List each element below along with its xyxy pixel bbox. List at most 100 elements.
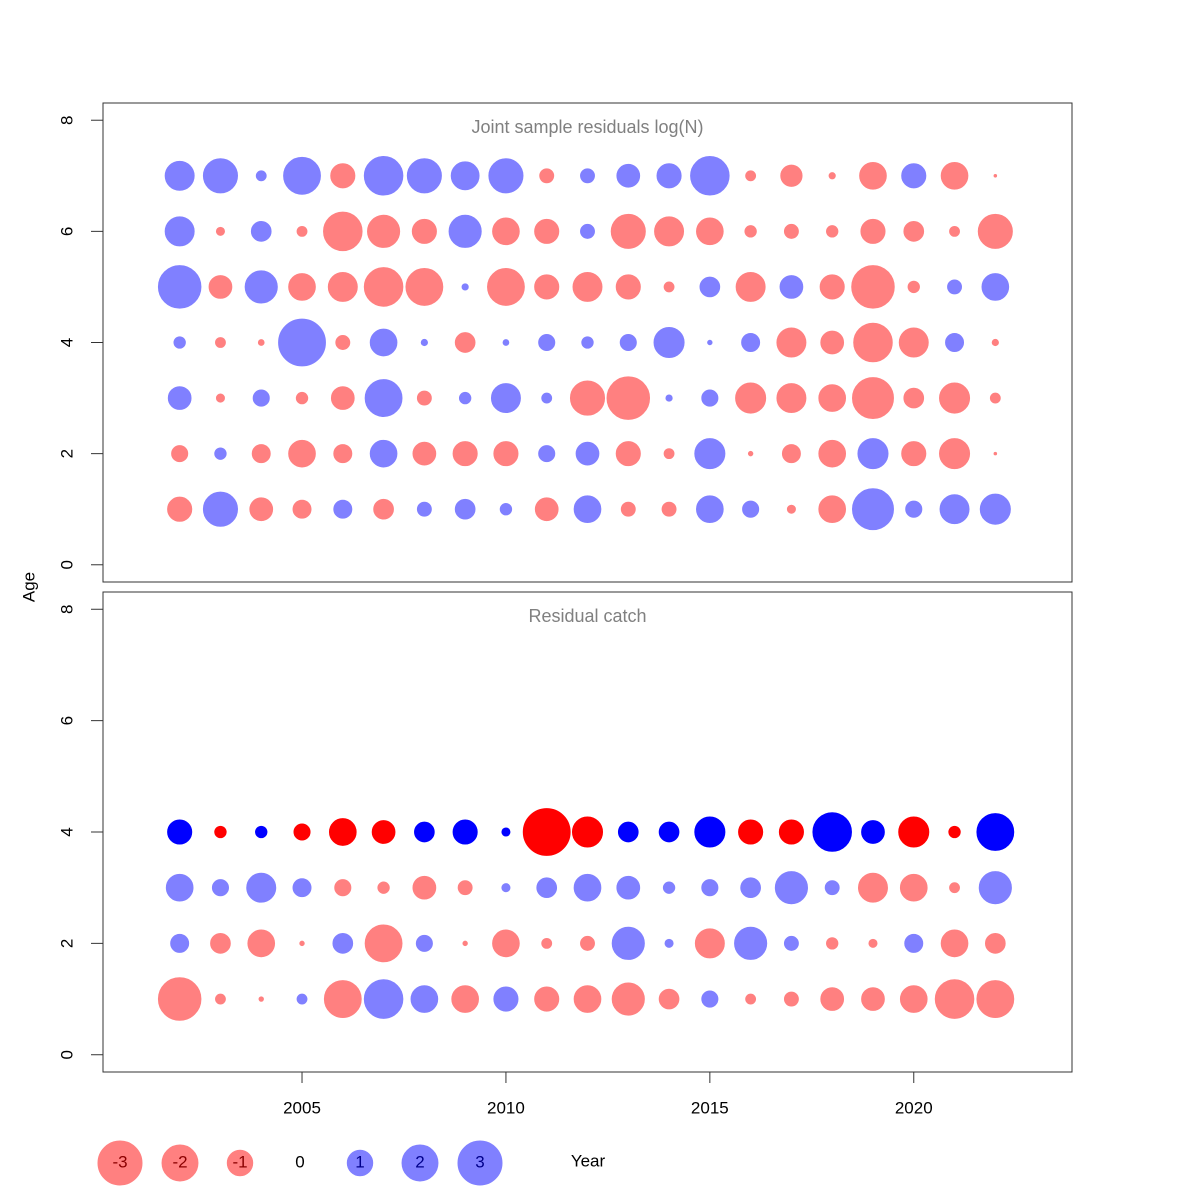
bubble: [656, 163, 682, 189]
bubble: [457, 880, 473, 896]
bubble: [738, 819, 764, 845]
bubble: [580, 223, 595, 239]
bubble: [211, 879, 229, 897]
bubble: [868, 938, 878, 948]
bubble: [569, 380, 606, 416]
bubble: [255, 825, 268, 839]
bubble: [947, 279, 963, 295]
bubble: [852, 488, 894, 531]
bubble: [898, 327, 929, 358]
y-tick-label: 4: [57, 338, 76, 347]
bubble: [776, 327, 807, 358]
legend-label: 1: [355, 1152, 364, 1171]
bubble: [364, 924, 403, 963]
x-tick-label: 2015: [691, 1098, 729, 1117]
bubble: [620, 501, 636, 517]
bubble: [783, 223, 799, 239]
legend-label: 0: [295, 1152, 304, 1171]
bubble: [899, 873, 928, 902]
bubble: [414, 821, 435, 843]
bubble: [278, 318, 326, 367]
legend-label: 2: [415, 1152, 424, 1171]
bubble: [501, 883, 511, 893]
x-tick-label: 2005: [283, 1098, 321, 1117]
bubble: [852, 377, 894, 420]
bubble: [861, 987, 885, 1011]
bubble: [745, 993, 757, 1005]
bubble: [452, 819, 478, 845]
bubble: [615, 441, 641, 467]
bubble: [215, 393, 225, 403]
bubble: [904, 933, 924, 953]
bubble: [157, 977, 202, 1021]
bubble: [898, 816, 930, 848]
bubble: [416, 501, 432, 517]
bubble: [977, 213, 1013, 249]
bubble: [451, 985, 479, 1013]
bubble: [905, 500, 923, 518]
bubble: [903, 387, 925, 409]
legend-bubble: [457, 1140, 503, 1186]
bubble: [991, 338, 999, 347]
legend-label: 3: [475, 1152, 484, 1171]
bubble: [779, 275, 804, 299]
bubble: [907, 280, 920, 294]
bubble: [202, 491, 238, 527]
bubble: [745, 170, 757, 182]
bubble: [735, 271, 766, 302]
bubble: [663, 281, 675, 293]
bubble: [694, 928, 725, 959]
bubble: [694, 438, 726, 470]
bubble: [611, 926, 645, 960]
bubble: [406, 158, 442, 194]
bubble: [293, 823, 311, 841]
bubble: [416, 390, 432, 406]
bubble: [664, 938, 674, 948]
legend-bubble: [346, 1149, 374, 1177]
bubble: [818, 495, 847, 524]
bubble: [335, 335, 351, 350]
bubble: [215, 226, 225, 236]
bubble: [541, 937, 553, 949]
bubble: [696, 495, 724, 524]
bubble: [699, 276, 721, 298]
bubble: [940, 929, 969, 958]
bubble: [371, 820, 396, 844]
bubble: [215, 337, 226, 348]
bubble: [781, 444, 801, 464]
bubble: [747, 450, 754, 457]
bubble: [246, 872, 277, 903]
bubble: [333, 444, 353, 464]
bubble: [617, 821, 639, 843]
bubble: [411, 218, 437, 244]
bubble: [534, 497, 559, 522]
bubble: [903, 221, 925, 242]
bubble: [701, 879, 719, 897]
bubble: [493, 986, 519, 1012]
bubble: [167, 496, 193, 522]
bubble: [452, 441, 478, 467]
bubble: [377, 881, 390, 894]
bubble: [826, 225, 839, 238]
bubble: [993, 451, 998, 456]
bubble: [247, 929, 276, 958]
bubble: [573, 873, 602, 902]
bubble: [899, 985, 928, 1013]
bubble: [369, 439, 398, 468]
bubble: [534, 986, 560, 1012]
bubble: [258, 996, 264, 1002]
bubble: [606, 376, 651, 420]
bubble: [450, 161, 480, 191]
bubble: [502, 339, 510, 346]
bubble: [244, 270, 278, 304]
bubble: [780, 164, 803, 187]
y-axis-label: Age: [19, 572, 38, 602]
bubble: [610, 213, 646, 249]
bubble: [493, 441, 519, 467]
bubble: [981, 273, 1010, 301]
bubble: [171, 445, 189, 463]
bubble: [541, 392, 553, 404]
bubble: [694, 816, 726, 848]
bubble: [214, 447, 227, 460]
